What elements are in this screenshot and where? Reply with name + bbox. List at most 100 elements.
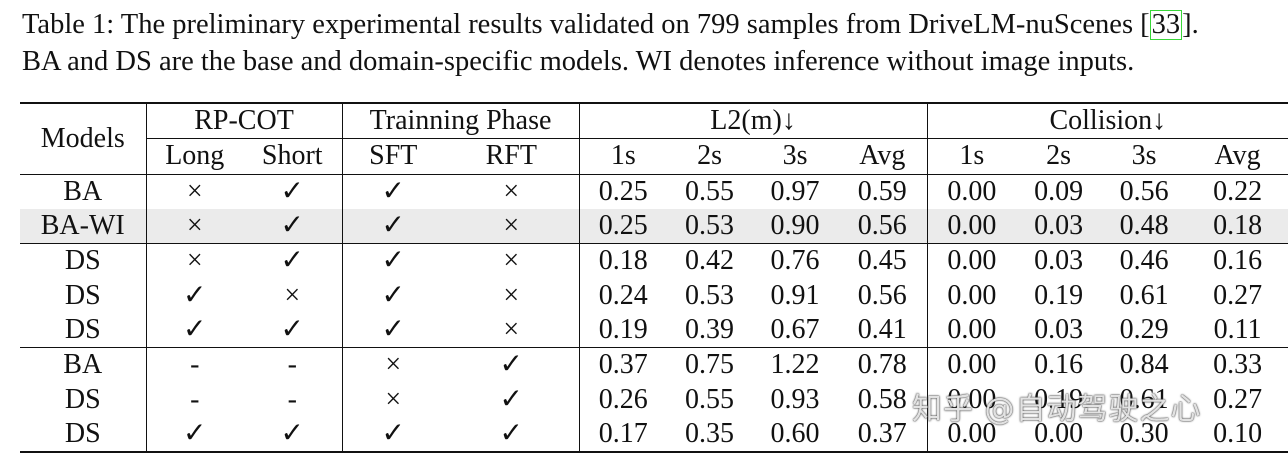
table-row: BA-WI × ✓ ✓ × 0.25 0.53 0.90 0.56 0.00 0.03 0.48 0.1… <box>20 208 1288 244</box>
cell-l2-2: 0.97 <box>770 175 820 207</box>
header-short: Short <box>243 138 343 175</box>
header-col-1s: 1s <box>927 138 1017 175</box>
model: DS <box>20 243 147 279</box>
cell-sft: ✓ <box>381 313 405 345</box>
table-caption: Table 1: The preliminary experimental re… <box>22 6 1284 80</box>
cell-col-0: 0.00 <box>947 279 997 311</box>
cell-col-2: 0.84 <box>1101 347 1188 383</box>
cell-l2-2: 0.67 <box>770 313 820 345</box>
header-sft: SFT <box>342 138 445 175</box>
cell-col-3: 0.16 <box>1187 243 1288 279</box>
cell-rft: × <box>444 243 580 279</box>
cell-col-0: 0.00 <box>947 175 997 207</box>
cell-col-2: 0.56 <box>1119 175 1169 207</box>
cell-short: ✓ <box>243 208 343 244</box>
cell-l2-2: 0.60 <box>752 416 839 453</box>
cell-short: ✓ <box>243 312 343 348</box>
cell-col-2: 0.61 <box>1119 383 1169 415</box>
cell-sft: × <box>342 347 445 383</box>
cell-long: ✓ <box>183 313 207 345</box>
citation-link[interactable]: 33 <box>1149 9 1183 40</box>
cell-l2-0: 0.26 <box>598 383 648 415</box>
model: BA <box>20 347 147 383</box>
cell-col-1: 0.16 <box>1016 347 1102 383</box>
cell-col-1: 0.19 <box>1034 279 1084 311</box>
cell-sft: ✓ <box>342 416 445 453</box>
table-row: DS - - × ✓ 0.26 0.55 0.93 0.58 0.00 0.19 0.61 0.27 <box>20 382 1288 417</box>
cell-col-3: 0.33 <box>1187 347 1288 383</box>
cell-col-0: 0.00 <box>927 243 1017 279</box>
cell-l2-0: 0.24 <box>598 279 648 311</box>
cell-rft: ✓ <box>444 382 580 417</box>
cell-l2-3: 0.78 <box>838 347 928 383</box>
header-l2-avg: Avg <box>838 138 928 175</box>
cell-col-2: 0.29 <box>1119 313 1169 345</box>
cell-long: ✓ <box>183 279 207 311</box>
cell-l2-2: 0.91 <box>770 279 820 311</box>
table-row: BA × ✓ ✓ × 0.25 0.55 0.97 0.59 0.00 0.09 0.56 0.22 <box>20 174 1288 209</box>
cell-l2-0: 0.37 <box>579 347 668 383</box>
table-row: BA - - × ✓ 0.37 0.75 1.22 0.78 0.00 0.16 0.84 0.33 <box>20 347 1288 383</box>
cell-l2-1: 0.55 <box>685 175 735 207</box>
cell-col-2: 0.61 <box>1119 279 1169 311</box>
cell-l2-0: 0.17 <box>579 416 668 453</box>
cell-col-3: 0.27 <box>1213 279 1263 311</box>
model: BA <box>20 174 147 209</box>
cell-long: × <box>186 175 203 207</box>
cell-l2-1: 0.42 <box>667 243 753 279</box>
cell-short: ✓ <box>243 243 343 279</box>
cell-col-0: 0.00 <box>947 383 997 415</box>
cell-col-1: 0.03 <box>1016 243 1102 279</box>
cell-l2-3: 0.56 <box>838 208 928 244</box>
cell-long: - <box>190 383 200 415</box>
cell-sft: ✓ <box>381 279 405 311</box>
header-l2-3s: 3s <box>752 138 839 175</box>
cell-short: - <box>243 382 343 417</box>
cell-l2-1: 0.39 <box>685 313 735 345</box>
table-row: DS ✓ ✓ ✓ × 0.19 0.39 0.67 0.41 0.00 0.03 0.29 0.11 <box>20 312 1288 348</box>
cell-rft: × <box>444 278 580 313</box>
cell-col-0: 0.00 <box>947 313 997 345</box>
cell-long: - <box>146 347 243 383</box>
cell-long: × <box>146 243 243 279</box>
model: DS <box>20 312 147 348</box>
model: DS <box>20 416 147 453</box>
cell-col-3: 0.11 <box>1213 313 1262 345</box>
cell-short: ✓ <box>243 416 343 453</box>
table-row: DS ✓ × ✓ × 0.24 0.53 0.91 0.56 0.00 0.19 0.61 0.27 <box>20 278 1288 313</box>
cell-col-1: 0.00 <box>1016 416 1102 453</box>
header-training-phase: Trainning Phase <box>342 102 580 140</box>
caption-line-2: BA and DS are the base and domain-specif… <box>22 46 1135 77</box>
header-col-2s: 2s <box>1016 138 1102 175</box>
cell-rft: × <box>444 312 580 348</box>
cell-l2-0: 0.19 <box>598 313 648 345</box>
header-rp-cot: RP-COT <box>146 102 343 140</box>
header-collision: Collision↓ <box>927 102 1288 140</box>
header-l2: L2(m)↓ <box>579 102 928 140</box>
cell-l2-0: 0.25 <box>579 208 668 244</box>
cell-sft: ✓ <box>342 243 445 279</box>
cell-col-1: 0.03 <box>1034 313 1084 345</box>
model: BA-WI <box>20 208 147 244</box>
cell-l2-2: 1.22 <box>752 347 839 383</box>
results-table: Models RP-COT Trainning Phase L2(m)↓ Col… <box>20 101 1288 453</box>
cell-l2-3: 0.41 <box>838 312 928 348</box>
table-row: DS × ✓ ✓ × 0.18 0.42 0.76 0.45 0.00 0.03 0.46 0.16 <box>20 243 1288 279</box>
cell-long: ✓ <box>146 416 243 453</box>
cell-sft: × <box>385 383 402 415</box>
cell-l2-1: 0.75 <box>667 347 753 383</box>
cell-l2-2: 0.90 <box>752 208 839 244</box>
header-col-avg: Avg <box>1187 138 1288 175</box>
cell-l2-2: 0.93 <box>770 383 820 415</box>
cell-l2-2: 0.76 <box>752 243 839 279</box>
cell-col-0: 0.00 <box>927 347 1017 383</box>
cell-rft: ✓ <box>444 347 580 383</box>
cell-l2-3: 0.58 <box>838 382 928 417</box>
header-models: Models <box>20 101 147 175</box>
cell-long: × <box>146 208 243 244</box>
caption-line-1: Table 1: The preliminary experimental re… <box>22 9 1199 40</box>
cell-col-1: 0.03 <box>1016 208 1102 244</box>
header-rft: RFT <box>444 138 580 175</box>
cell-col-3: 0.27 <box>1213 383 1263 415</box>
cell-l2-1: 0.55 <box>685 383 735 415</box>
